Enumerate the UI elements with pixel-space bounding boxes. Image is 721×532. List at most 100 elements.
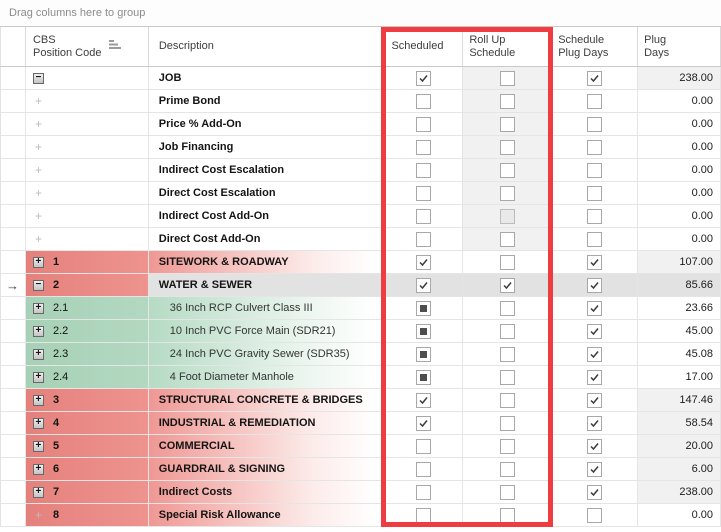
cbs-position-code-cell[interactable]: −2	[25, 274, 149, 296]
roll-up-schedule-checkbox[interactable]	[499, 484, 515, 500]
roll-up-schedule-checkbox[interactable]	[499, 116, 515, 132]
scheduled-checkbox[interactable]	[416, 461, 432, 477]
roll-up-schedule-checkbox[interactable]	[499, 185, 515, 201]
schedule-plug-days-checkbox[interactable]	[587, 507, 603, 523]
plug-days-cell[interactable]: 0.00	[638, 113, 721, 135]
schedule-plug-days-checkbox[interactable]	[587, 369, 603, 385]
description-cell[interactable]: WATER & SEWER	[148, 274, 386, 296]
column-header-description[interactable]: Description	[149, 27, 386, 66]
description-cell[interactable]: Special Risk Allowance	[148, 504, 386, 526]
plug-days-cell[interactable]: 0.00	[638, 228, 721, 250]
scheduled-checkbox[interactable]	[416, 392, 432, 408]
plug-days-cell[interactable]: 0.00	[638, 504, 721, 526]
scheduled-checkbox[interactable]	[416, 254, 432, 270]
schedule-plug-days-checkbox[interactable]	[587, 484, 603, 500]
cbs-position-code-cell[interactable]: +4	[25, 412, 149, 434]
scheduled-checkbox[interactable]	[416, 300, 432, 316]
roll-up-schedule-checkbox[interactable]	[499, 392, 515, 408]
scheduled-checkbox[interactable]	[416, 185, 432, 201]
schedule-plug-days-checkbox[interactable]	[587, 438, 603, 454]
scheduled-checkbox[interactable]	[416, 277, 432, 293]
description-cell[interactable]: INDUSTRIAL & REMEDIATION	[148, 412, 386, 434]
schedule-plug-days-checkbox[interactable]	[587, 185, 603, 201]
scheduled-checkbox[interactable]	[416, 369, 432, 385]
description-cell[interactable]: JOB	[149, 67, 386, 89]
description-cell[interactable]: Indirect Cost Add-On	[149, 205, 386, 227]
description-cell[interactable]: Indirect Costs	[148, 481, 386, 503]
plug-days-cell[interactable]: 238.00	[638, 481, 721, 503]
schedule-plug-days-checkbox[interactable]	[587, 139, 603, 155]
cbs-position-code-cell[interactable]: +1	[25, 251, 149, 273]
scheduled-checkbox[interactable]	[416, 484, 432, 500]
roll-up-schedule-checkbox[interactable]	[499, 208, 515, 224]
plug-days-cell[interactable]: 238.00	[638, 67, 721, 89]
roll-up-schedule-checkbox[interactable]	[499, 346, 515, 362]
plug-days-cell[interactable]: 0.00	[638, 136, 721, 158]
description-cell[interactable]: Direct Cost Escalation	[149, 182, 386, 204]
plug-days-cell[interactable]: 17.00	[638, 366, 721, 388]
cbs-position-code-cell[interactable]: +2.3	[25, 343, 149, 365]
plug-days-cell[interactable]: 0.00	[638, 159, 721, 181]
description-cell[interactable]: 36 Inch RCP Culvert Class III	[148, 297, 386, 319]
description-cell[interactable]: Job Financing	[149, 136, 386, 158]
schedule-plug-days-checkbox[interactable]	[587, 392, 603, 408]
scheduled-checkbox[interactable]	[416, 162, 432, 178]
cbs-position-code-cell[interactable]: −	[26, 67, 149, 89]
roll-up-schedule-checkbox[interactable]	[499, 139, 515, 155]
roll-up-schedule-checkbox[interactable]	[499, 507, 515, 523]
schedule-plug-days-checkbox[interactable]	[587, 231, 603, 247]
group-by-bar[interactable]: Drag columns here to group	[0, 0, 721, 27]
column-header-roll-up-schedule[interactable]: Roll Up Schedule	[463, 27, 553, 66]
schedule-plug-days-checkbox[interactable]	[587, 415, 603, 431]
plug-days-cell[interactable]: 23.66	[638, 297, 721, 319]
cbs-position-code-cell[interactable]: +3	[25, 389, 149, 411]
row-indicator-cell[interactable]	[1, 228, 26, 250]
roll-up-schedule-checkbox[interactable]	[499, 162, 515, 178]
scheduled-checkbox[interactable]	[416, 139, 432, 155]
description-cell[interactable]: Indirect Cost Escalation	[149, 159, 386, 181]
plug-days-cell[interactable]: 0.00	[638, 182, 721, 204]
scheduled-checkbox[interactable]	[416, 438, 432, 454]
roll-up-schedule-checkbox[interactable]	[499, 70, 515, 86]
cbs-position-code-cell[interactable]: +	[26, 205, 149, 227]
schedule-plug-days-checkbox[interactable]	[587, 277, 603, 293]
scheduled-checkbox[interactable]	[416, 93, 432, 109]
cbs-position-code-cell[interactable]: +2.2	[25, 320, 149, 342]
roll-up-schedule-checkbox[interactable]	[499, 461, 515, 477]
scheduled-checkbox[interactable]	[416, 323, 432, 339]
schedule-plug-days-checkbox[interactable]	[587, 323, 603, 339]
cbs-position-code-cell[interactable]: +	[26, 159, 149, 181]
cbs-position-code-cell[interactable]: +2.4	[25, 366, 149, 388]
expand-icon[interactable]: +	[32, 486, 44, 498]
schedule-plug-days-checkbox[interactable]	[587, 70, 603, 86]
cbs-position-code-cell[interactable]: +	[26, 113, 149, 135]
row-indicator-cell[interactable]	[1, 90, 26, 112]
schedule-plug-days-checkbox[interactable]	[587, 346, 603, 362]
cbs-position-code-cell[interactable]: +	[26, 136, 149, 158]
schedule-plug-days-checkbox[interactable]	[587, 300, 603, 316]
expand-icon[interactable]: +	[32, 302, 44, 314]
plug-days-cell[interactable]: 6.00	[638, 458, 721, 480]
plug-days-cell[interactable]: 0.00	[638, 205, 721, 227]
cbs-position-code-cell[interactable]: +5	[25, 435, 149, 457]
description-cell[interactable]: STRUCTURAL CONCRETE & BRIDGES	[148, 389, 386, 411]
row-indicator-cell[interactable]: →	[1, 274, 26, 296]
plug-days-cell[interactable]: 107.00	[638, 251, 721, 273]
description-cell[interactable]: 24 Inch PVC Gravity Sewer (SDR35)	[148, 343, 386, 365]
roll-up-schedule-checkbox[interactable]	[499, 415, 515, 431]
scheduled-checkbox[interactable]	[416, 415, 432, 431]
schedule-plug-days-checkbox[interactable]	[587, 93, 603, 109]
description-cell[interactable]: Direct Cost Add-On	[149, 228, 386, 250]
row-indicator-cell[interactable]	[1, 412, 26, 434]
row-indicator-cell[interactable]	[1, 113, 26, 135]
row-indicator-cell[interactable]	[1, 159, 26, 181]
row-indicator-cell[interactable]	[1, 458, 26, 480]
schedule-plug-days-checkbox[interactable]	[587, 254, 603, 270]
cbs-position-code-cell[interactable]: +8	[25, 504, 149, 526]
expand-icon[interactable]: +	[32, 256, 44, 268]
expand-icon[interactable]: +	[32, 371, 44, 383]
collapse-icon[interactable]: −	[32, 279, 44, 291]
description-cell[interactable]: Price % Add-On	[149, 113, 386, 135]
cbs-position-code-cell[interactable]: +6	[25, 458, 149, 480]
cbs-position-code-cell[interactable]: +7	[25, 481, 149, 503]
